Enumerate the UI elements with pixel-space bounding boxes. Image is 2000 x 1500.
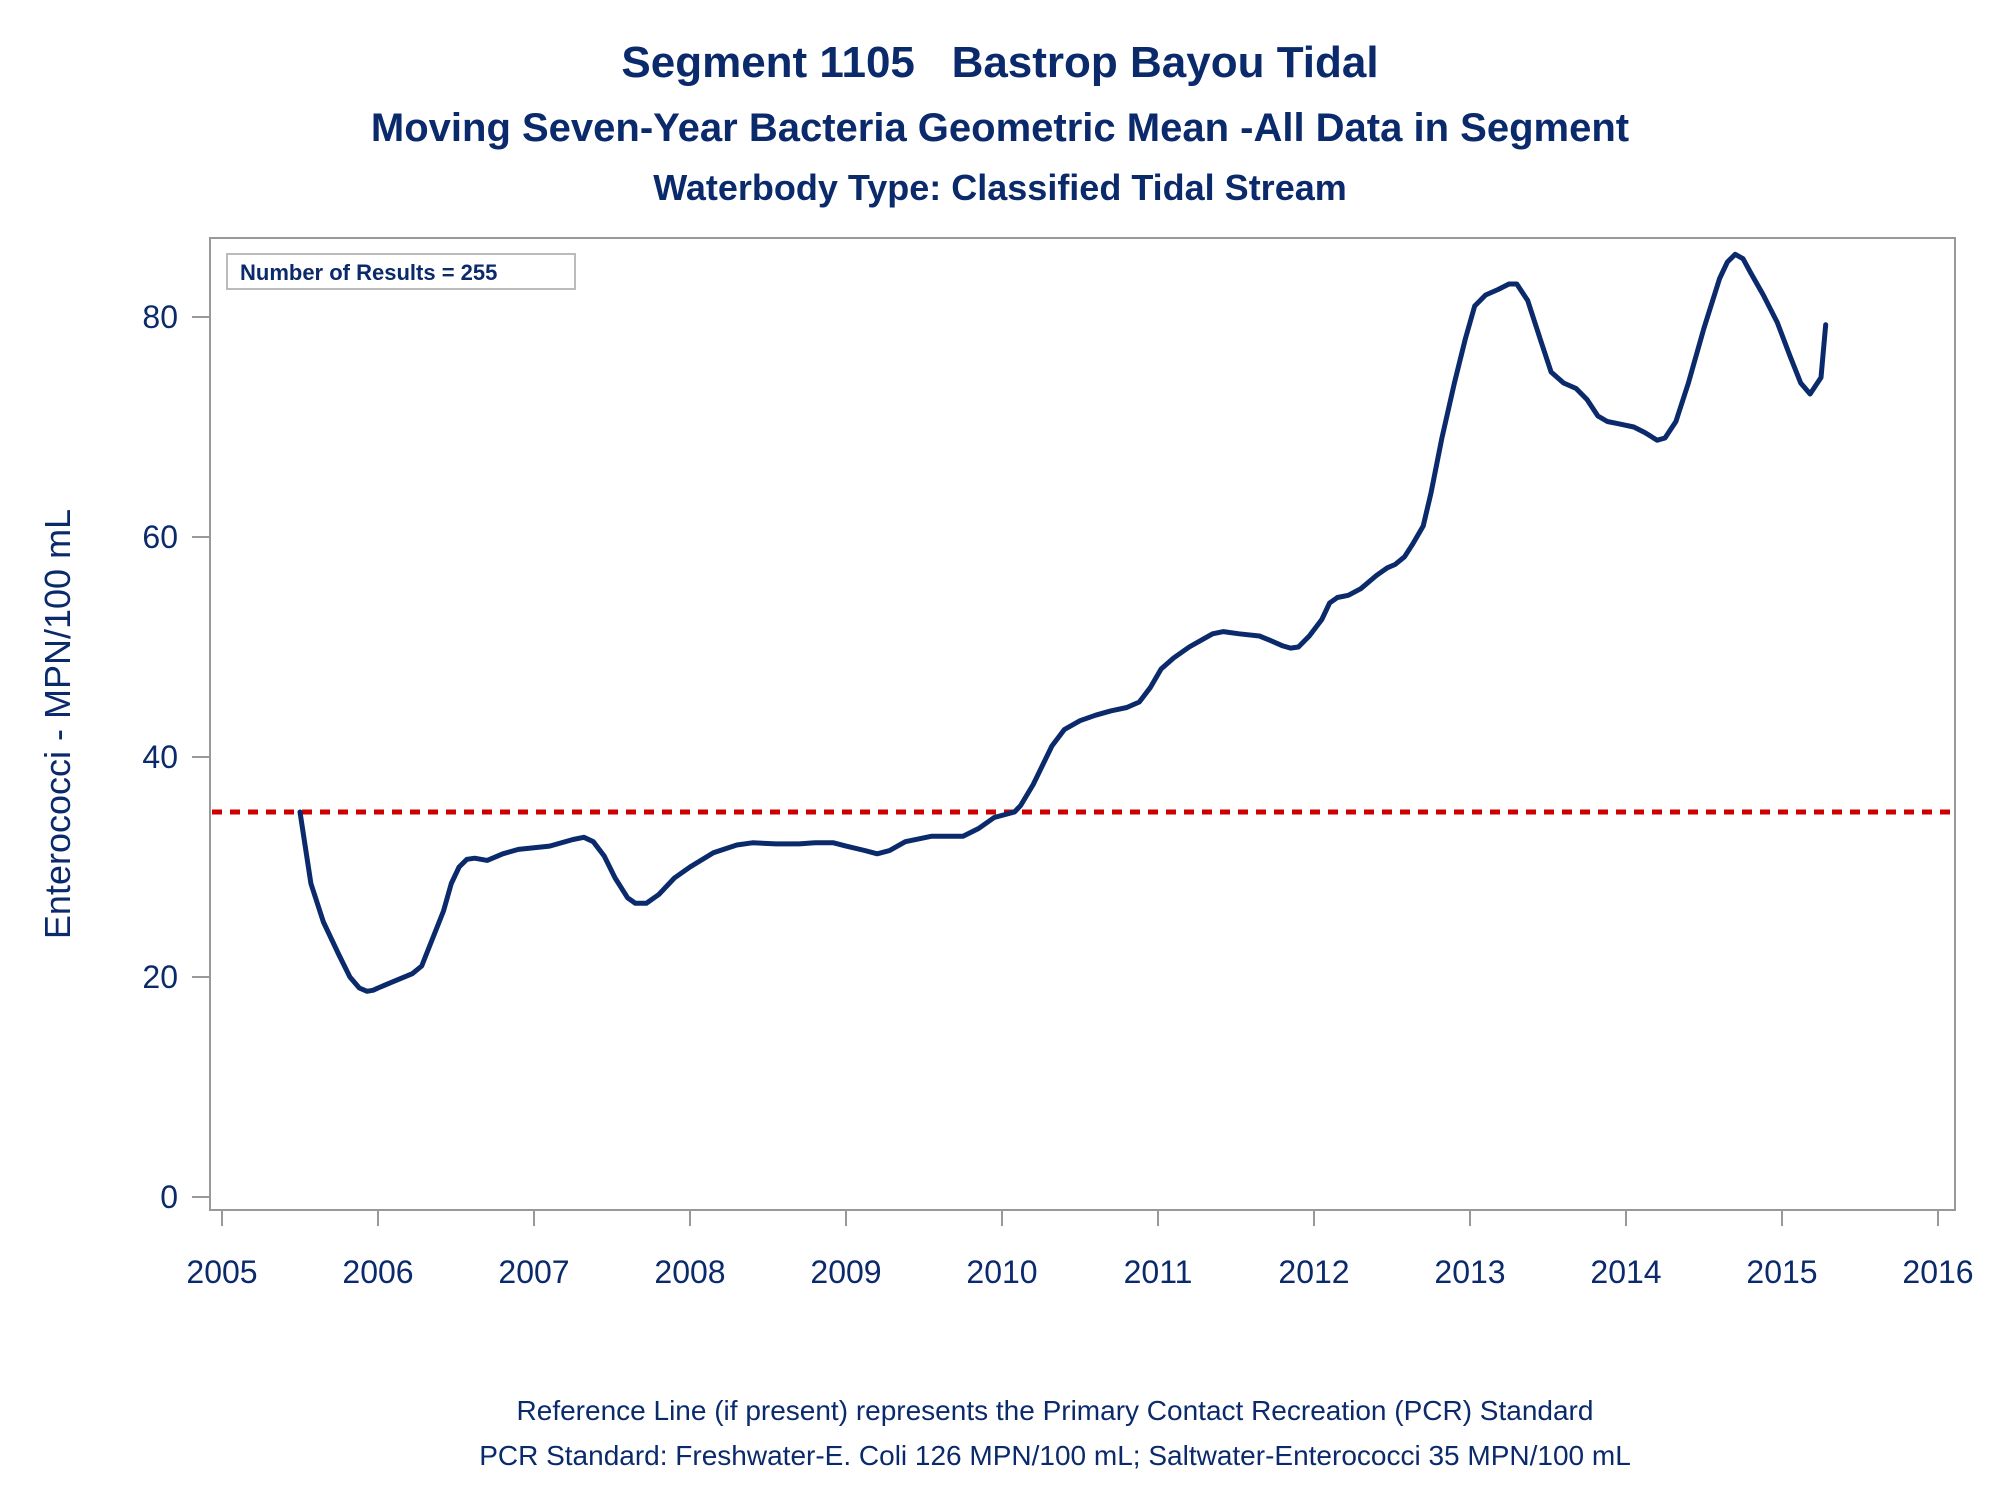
x-tick-label: 2014 <box>1590 1254 1661 1290</box>
y-tick-label: 80 <box>142 299 178 335</box>
y-axis-label: Enterococci - MPN/100 mL <box>37 509 78 939</box>
chart-subtitle: Moving Seven-Year Bacteria Geometric Mea… <box>370 106 1630 150</box>
geometric-mean-series-line <box>297 251 1829 994</box>
y-tick-label: 40 <box>142 739 178 775</box>
x-tick-label: 2007 <box>498 1254 569 1290</box>
footnote-reference-line: Reference Line (if present) represents t… <box>516 1395 1594 1426</box>
x-axis: 2005 2006 2007 2008 2009 2010 2011 2012 2013 2014… <box>186 1210 1974 1290</box>
chart-subtitle-waterbody: Waterbody Type: Classified Tidal Stream <box>653 167 1347 208</box>
results-count-label: Number of Results = 255 <box>240 260 497 285</box>
x-tick-label: 2005 <box>186 1254 257 1290</box>
x-tick-label: 2011 <box>1124 1254 1193 1290</box>
x-tick-label: 2012 <box>1278 1254 1349 1290</box>
footnote-pcr-standard: PCR Standard: Freshwater-E. Coli 126 MPN… <box>479 1440 1631 1471</box>
y-axis: 0 20 40 60 80 <box>142 299 210 1215</box>
x-tick-label: 2016 <box>1902 1254 1973 1290</box>
x-tick-label: 2009 <box>810 1254 881 1290</box>
chart-title: Segment 1105 Bastrop Bayou Tidal <box>621 38 1379 87</box>
plot-area-frame <box>209 237 1956 1211</box>
results-count-box: Number of Results = 255 <box>226 253 576 290</box>
y-tick-label: 0 <box>160 1179 178 1215</box>
y-tick-label: 20 <box>142 959 178 995</box>
x-tick-label: 2015 <box>1746 1254 1817 1290</box>
x-tick-label: 2008 <box>654 1254 725 1290</box>
y-tick-label: 60 <box>142 519 178 555</box>
x-tick-label: 2013 <box>1434 1254 1505 1290</box>
x-tick-label: 2006 <box>342 1254 413 1290</box>
x-tick-label: 2010 <box>966 1254 1037 1290</box>
